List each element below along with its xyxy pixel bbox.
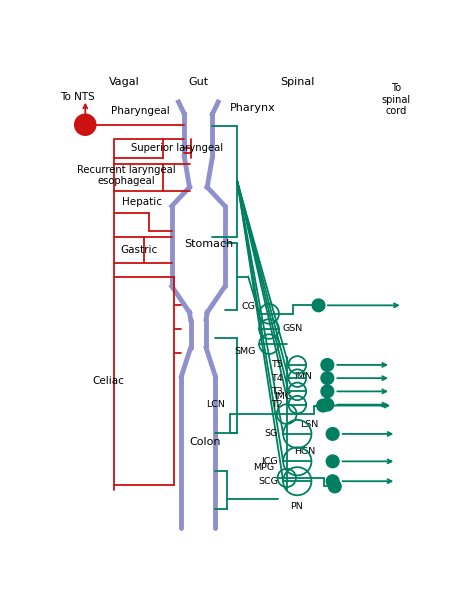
Circle shape [320,398,333,411]
Circle shape [328,480,340,493]
Text: To
spinal
cord: To spinal cord [381,83,410,116]
Text: CG: CG [241,302,255,311]
Text: Vagal: Vagal [109,77,139,87]
Text: T4: T4 [271,374,283,383]
Circle shape [320,385,333,398]
Circle shape [326,475,338,488]
Text: GSN: GSN [282,324,302,333]
Text: Gut: Gut [188,77,208,87]
Text: ICG: ICG [261,457,277,466]
Text: SMG: SMG [234,347,255,356]
Text: SG: SG [264,429,277,438]
Text: Pharyngeal: Pharyngeal [111,106,169,116]
Text: Superior laryngeal: Superior laryngeal [131,144,223,154]
Circle shape [320,372,333,384]
Text: T5: T5 [271,360,283,370]
Circle shape [312,299,324,312]
Text: Stomach: Stomach [184,239,233,249]
Text: LCN: LCN [206,400,224,409]
Circle shape [320,359,333,371]
Circle shape [75,114,96,135]
Text: LSN: LSN [299,420,318,429]
Circle shape [326,455,338,468]
Circle shape [316,399,329,412]
Text: Celiac: Celiac [92,376,124,386]
Text: Spinal: Spinal [279,77,314,87]
Text: To NTS: To NTS [61,92,95,103]
Text: PN: PN [290,502,302,511]
Text: IMN: IMN [293,371,311,381]
Text: Recurrent laryngeal
esophageal: Recurrent laryngeal esophageal [76,165,175,186]
Text: T3: T3 [271,387,283,396]
Text: Pharynx: Pharynx [230,103,275,113]
Text: HGN: HGN [293,448,314,456]
Text: MPG: MPG [253,463,273,472]
Text: Gastric: Gastric [120,245,157,255]
Text: IMG: IMG [273,392,292,401]
Text: Colon: Colon [189,437,221,448]
Text: T2: T2 [271,400,283,409]
Text: Hepatic: Hepatic [122,198,162,208]
Circle shape [326,427,338,440]
Text: SCG: SCG [258,476,277,486]
